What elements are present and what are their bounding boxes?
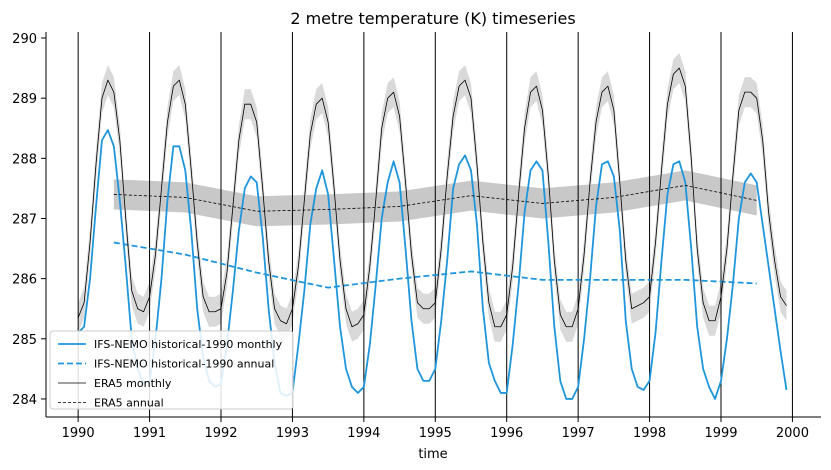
legend-label-1: IFS-NEMO historical-1990 annual bbox=[94, 358, 274, 371]
x-tick-label: 1994 bbox=[347, 426, 380, 441]
series-lines bbox=[77, 67, 788, 400]
y-tick-label: 289 bbox=[12, 92, 37, 107]
y-tick-label: 284 bbox=[12, 393, 37, 408]
x-tick-label: 1996 bbox=[490, 426, 523, 441]
y-tick-label: 287 bbox=[12, 212, 37, 227]
x-tick-label: 1990 bbox=[62, 426, 95, 441]
x-tick-label: 2000 bbox=[776, 426, 809, 441]
y-tick-label: 290 bbox=[12, 32, 37, 47]
legend-label-0: IFS-NEMO historical-1990 monthly bbox=[94, 338, 283, 351]
x-axis-label: time bbox=[418, 447, 447, 462]
band-2 bbox=[78, 53, 787, 342]
series-line-1 bbox=[113, 241, 757, 289]
legend-label-2: ERA5 monthly bbox=[94, 377, 172, 390]
y-axis-ticks: 284 285 286 287 288 289 290 bbox=[12, 32, 46, 408]
series-line-0 bbox=[77, 129, 788, 400]
legend-box bbox=[49, 330, 294, 410]
x-axis-ticks: 1990 1991 1992 1993 1994 1995 1996 1997 1998 1999… bbox=[62, 417, 809, 441]
x-tick-label: 1995 bbox=[419, 426, 452, 441]
chart-title: 2 metre temperature (K) timeseries bbox=[290, 9, 575, 28]
legend: IFS-NEMO historical-1990 monthly IFS-NEMO… bbox=[49, 330, 294, 410]
x-tick-label: 1993 bbox=[276, 426, 309, 441]
y-tick-label: 285 bbox=[12, 333, 37, 348]
legend-label-3: ERA5 annual bbox=[94, 397, 164, 410]
x-tick-label: 1999 bbox=[704, 426, 737, 441]
axes bbox=[45, 32, 821, 418]
x-tick-label: 1998 bbox=[633, 426, 666, 441]
x-tick-label: 1991 bbox=[133, 426, 166, 441]
y-tick-label: 286 bbox=[12, 273, 37, 288]
y-tick-label: 288 bbox=[12, 152, 37, 167]
series-line-3 bbox=[113, 185, 757, 212]
x-tick-label: 1997 bbox=[562, 426, 595, 441]
x-tick-label: 1992 bbox=[204, 426, 237, 441]
series-line-2 bbox=[77, 67, 787, 328]
